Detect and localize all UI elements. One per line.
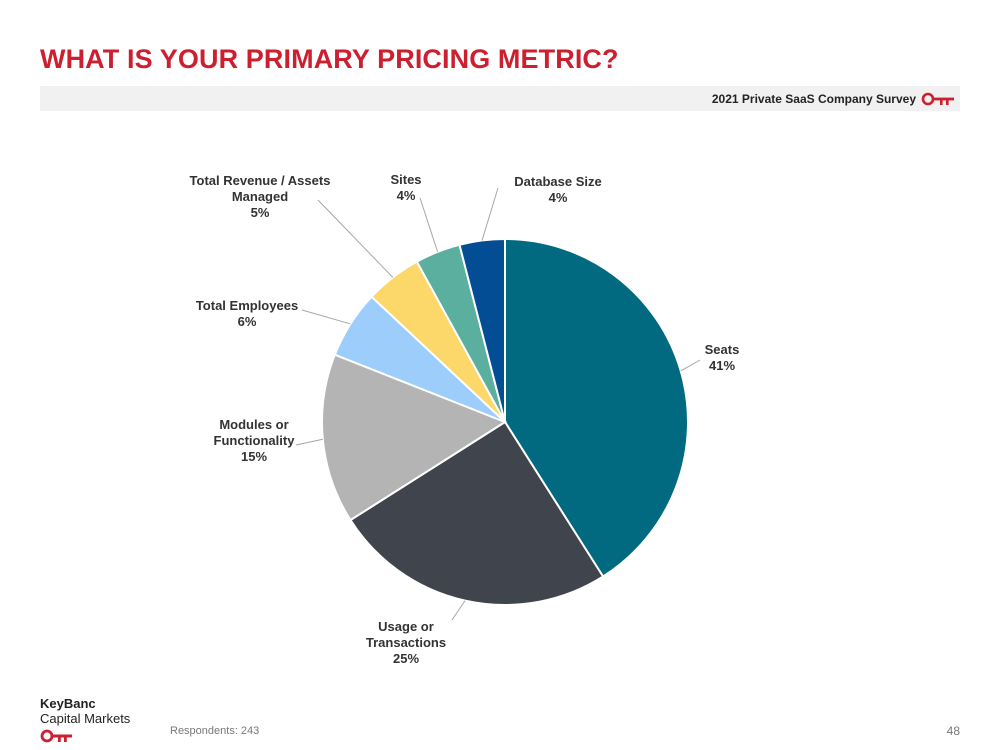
pie-slice-seats <box>504 237 689 578</box>
brand-subtitle: Capital Markets <box>40 711 131 726</box>
brand-name: KeyBanc <box>40 696 96 711</box>
survey-banner: 2021 Private SaaS Company Survey <box>40 86 960 111</box>
pie-slice-modules-or-functionality <box>321 353 508 522</box>
brand-logo: KeyBanc Capital Markets <box>40 696 131 743</box>
data-label-usage-or-transactions: Usage or Transactions 25% <box>366 619 446 666</box>
survey-title: 2021 Private SaaS Company Survey <box>711 92 916 106</box>
data-label-modules-or-functionality: Modules or Functionality 15% <box>214 417 296 464</box>
leader-line-database-size <box>481 187 499 241</box>
respondents-note: Respondents: 243 <box>170 725 260 737</box>
data-label-database-size: Database Size 4% <box>514 174 601 205</box>
leader-line-total-employees <box>301 309 351 325</box>
leader-line-total-revenue-assets-managed <box>317 199 394 278</box>
page-title: WHAT IS YOUR PRIMARY PRICING METRIC? <box>40 44 619 74</box>
data-label-total-revenue-assets-managed: Total Revenue / Assets Managed 5% <box>190 173 331 220</box>
key-icon <box>40 729 72 743</box>
pie-slice-database-size <box>458 237 506 423</box>
pie-slice-usage-or-transactions <box>349 420 605 606</box>
data-label-sites: Sites 4% <box>390 172 421 203</box>
page-number: 48 <box>946 724 960 738</box>
leader-line-sites <box>419 197 439 253</box>
leader-line-modules-or-functionality <box>295 438 323 446</box>
data-label-seats: Seats 41% <box>705 342 740 373</box>
leader-line-seats <box>680 359 701 372</box>
data-label-total-employees: Total Employees 6% <box>196 298 298 329</box>
key-icon <box>921 92 954 106</box>
leader-line-usage-or-transactions <box>451 600 466 621</box>
